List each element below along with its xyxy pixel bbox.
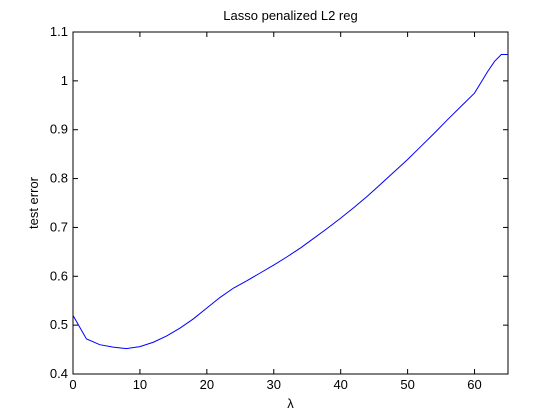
y-tick-label: 0.4 (50, 366, 68, 381)
y-tick-label: 0.7 (50, 219, 68, 234)
series-line (72, 53, 508, 350)
y-tick-label: 0.6 (50, 268, 68, 283)
x-tick-label: 20 (200, 377, 214, 392)
chart-title: Lasso penalized L2 reg (223, 8, 357, 23)
y-tick-label: 1 (61, 73, 68, 88)
x-tick-label: 40 (333, 377, 347, 392)
x-tick-label: 0 (69, 377, 76, 392)
y-tick-label: 0.5 (50, 317, 68, 332)
axis-ticks: 0 10 20 30 40 50 60 0.4 0.5 0.6 0.7 0.8 0.9 1 1.1 (50, 24, 508, 392)
y-tick-label: 1.1 (50, 24, 68, 39)
y-axis-label: test error (26, 176, 41, 229)
x-tick-label: 30 (267, 377, 281, 392)
axes-box (72, 31, 509, 375)
y-tick-label: 0.8 (50, 171, 68, 186)
x-axis-label: λ (287, 396, 294, 411)
x-tick-label: 50 (400, 377, 414, 392)
y-tick-label: 0.9 (50, 122, 68, 137)
x-tick-label: 60 (467, 377, 481, 392)
x-tick-label: 10 (133, 377, 147, 392)
plot-area (72, 31, 509, 375)
